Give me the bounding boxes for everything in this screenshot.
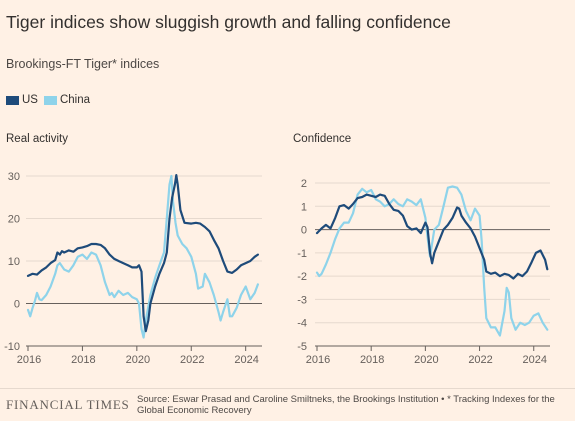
x-tick-label: 2024 <box>234 354 258 366</box>
panel-title-real-activity: Real activity <box>6 133 68 145</box>
footer-divider <box>0 388 575 389</box>
y-tick-label: 10 <box>8 256 20 268</box>
ft-logo: FINANCIAL TIMES <box>6 397 130 412</box>
x-tick-label: 2016 <box>306 354 330 366</box>
x-tick-label: 2018 <box>71 354 95 366</box>
x-tick-label: 2022 <box>180 354 204 366</box>
legend-label-us: US <box>22 94 38 106</box>
x-tick-label: 2024 <box>523 354 547 366</box>
x-tick-label: 2022 <box>468 354 492 366</box>
y-tick-label: -2 <box>297 271 307 283</box>
y-tick-label: 1 <box>301 201 307 213</box>
y-tick-label: 0 <box>301 225 307 237</box>
chart-title: Tiger indices show sluggish growth and f… <box>6 12 451 32</box>
source-note: Source: Eswar Prasad and Caroline Smiltn… <box>137 394 555 416</box>
legend-label-china: China <box>59 94 91 106</box>
series-line-china <box>315 185 549 337</box>
legend-item-us: US <box>6 94 38 106</box>
y-tick-label: -1 <box>297 248 307 260</box>
y-tick-label: -10 <box>4 341 20 353</box>
chart-subtitle: Brookings-FT Tiger* indices <box>6 57 160 71</box>
y-tick-label: -3 <box>297 294 307 306</box>
series-line-us <box>315 193 549 280</box>
legend-swatch-china <box>43 95 57 105</box>
y-tick-label: 30 <box>8 171 20 183</box>
y-tick-label: -5 <box>297 341 307 353</box>
x-tick-label: 2020 <box>126 354 150 366</box>
series-line-us <box>26 174 259 333</box>
x-tick-label: 2016 <box>17 354 41 366</box>
y-tick-label: 2 <box>301 178 307 190</box>
panel-title-confidence: Confidence <box>293 133 352 145</box>
series-line-china <box>26 174 259 339</box>
y-tick-label: 20 <box>8 214 20 226</box>
y-tick-label: -4 <box>297 318 307 330</box>
legend-swatch-us <box>6 95 19 105</box>
x-tick-label: 2018 <box>360 354 384 366</box>
x-tick-label: 2020 <box>414 354 438 366</box>
legend: US China <box>6 94 96 106</box>
y-tick-label: 0 <box>14 299 20 311</box>
legend-item-china: China <box>43 94 91 106</box>
